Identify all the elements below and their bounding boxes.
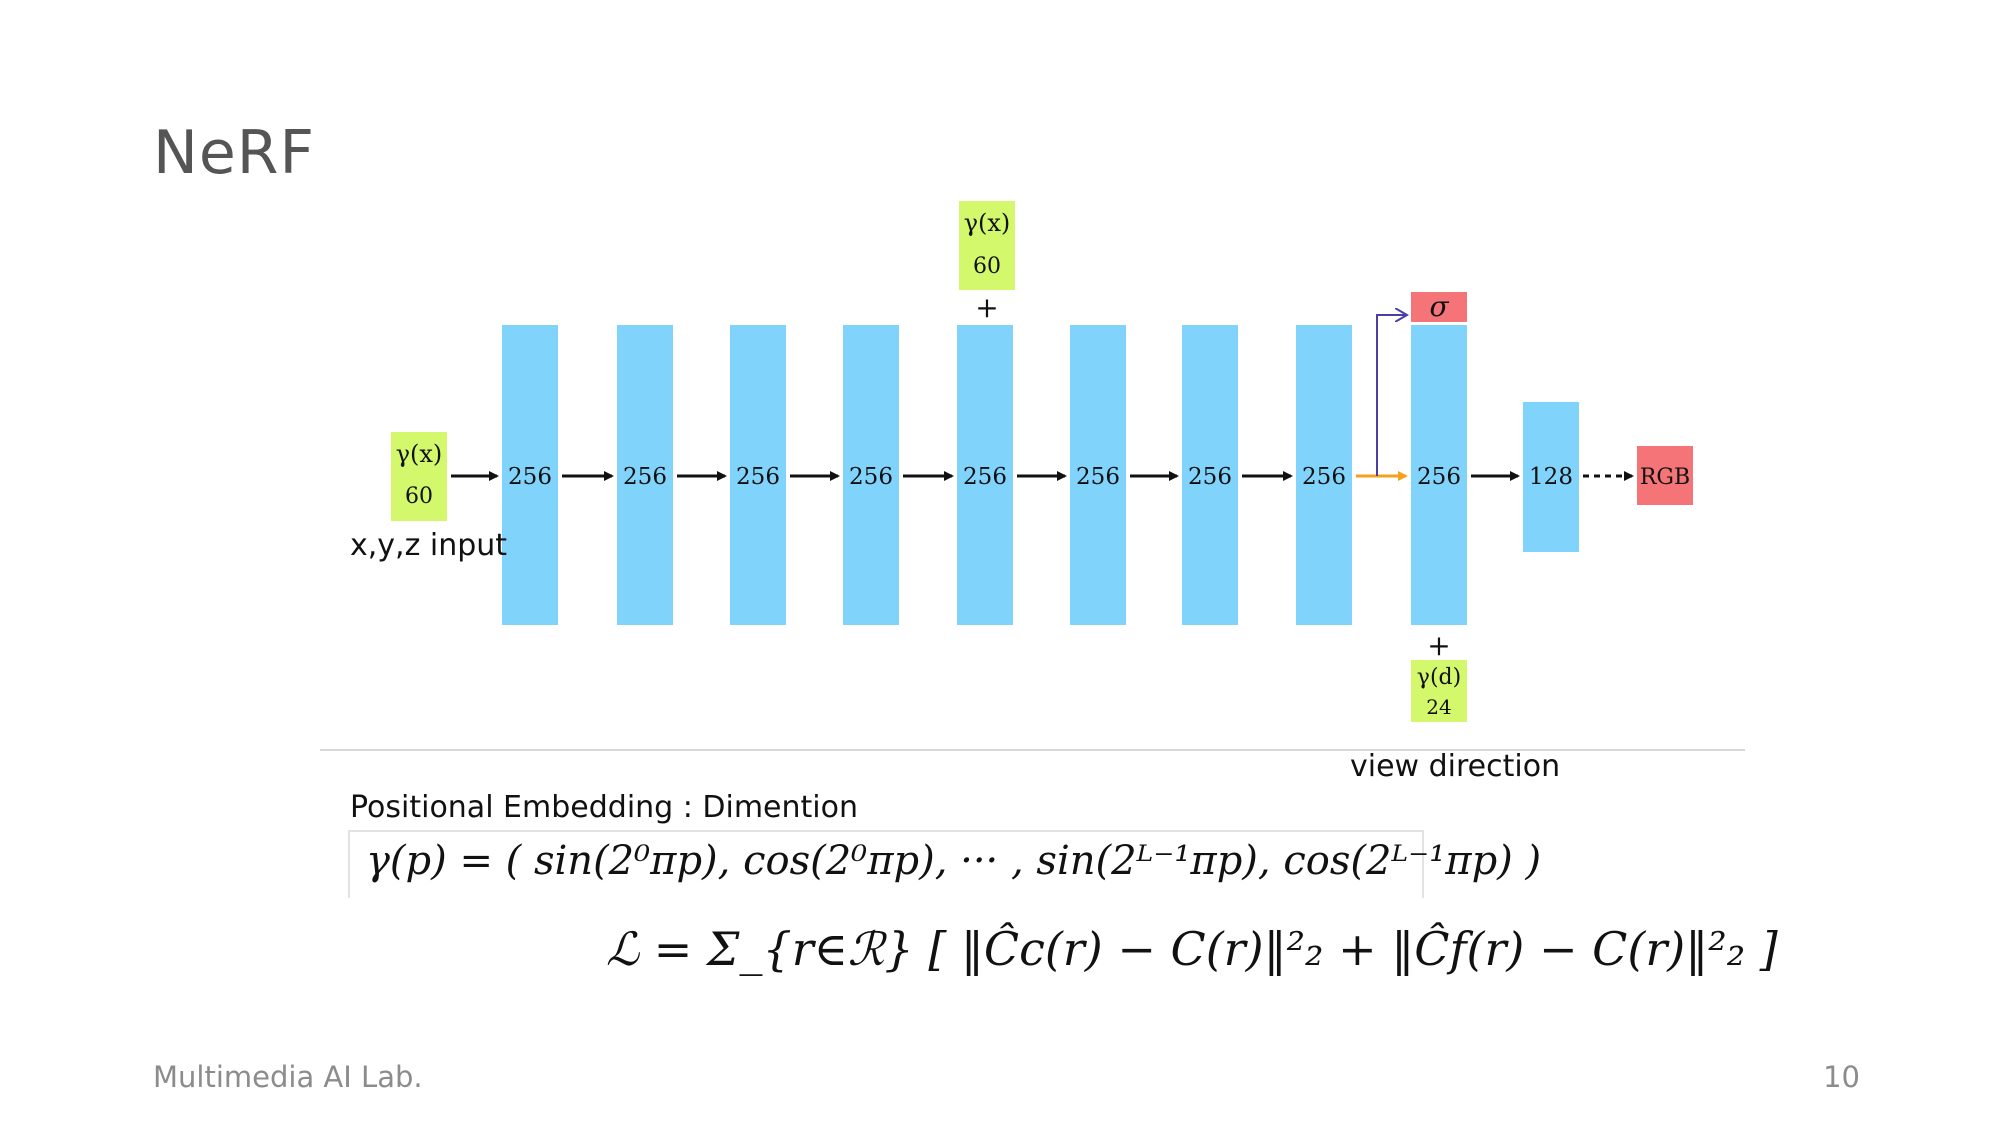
layer-8-box [1296, 325, 1352, 625]
layer-2-box [617, 325, 673, 625]
skip-input-box [959, 201, 1015, 290]
slide-title: NeRF [153, 118, 315, 188]
layer-5-box [957, 325, 1013, 625]
footer-lab-name: Multimedia AI Lab. [153, 1060, 423, 1094]
layer-4-box [843, 325, 899, 625]
sigma-output-box [1411, 292, 1467, 322]
view-input-dim: 24 [1426, 695, 1451, 719]
view-input-label: γ(d) [1417, 665, 1461, 690]
layer-3-box [730, 325, 786, 625]
input-dim: 60 [405, 484, 433, 509]
view-plus: + [1427, 629, 1450, 662]
layer-group: 256 256 256 256 256 256 256 256 256 128 [502, 325, 1579, 625]
embedding-caption: Positional Embedding : Dimention [350, 790, 858, 825]
layer-3-label: 256 [736, 464, 780, 490]
view-direction-caption: view direction [1350, 749, 1561, 784]
layer-1-label: 256 [508, 464, 552, 490]
skip-input-label: γ(x) [964, 209, 1011, 237]
view-input-box [1411, 660, 1467, 722]
embedding-formula-box [348, 830, 1424, 898]
input-label: γ(x) [396, 440, 443, 468]
skip-input-dim: 60 [973, 254, 1001, 279]
sigma-output-label: σ [1429, 290, 1449, 323]
skip-plus: + [975, 291, 998, 324]
layer-9-box [1411, 325, 1467, 625]
layer-10-label: 128 [1529, 464, 1573, 490]
embedding-formula: γ(p) = ( sin(2⁰πp), cos(2⁰πp), ··· , sin… [366, 838, 1542, 884]
layer-4-label: 256 [849, 464, 893, 490]
layer-9-label: 256 [1417, 464, 1461, 490]
divider-line [320, 749, 1745, 751]
nerf-architecture-diagram: γ(x) 60 γ(x) 60 + σ 256 256 256 256 256 256 25… [391, 201, 1693, 722]
page-number: 10 [1823, 1060, 1860, 1094]
loss-formula: ℒ = Σ_{r∈ℛ} [ ‖Ĉc(r) − C(r)‖²₂ + ‖Ĉf(r) … [606, 922, 1778, 976]
input-caption: x,y,z input [350, 528, 508, 563]
rgb-output-box [1637, 446, 1693, 505]
layer-6-box [1070, 325, 1126, 625]
density-branch-arrow [1376, 315, 1407, 476]
layer-10-box [1523, 402, 1579, 552]
layer-7-label: 256 [1188, 464, 1232, 490]
layer-2-label: 256 [623, 464, 667, 490]
layer-6-label: 256 [1076, 464, 1120, 490]
input-box [391, 432, 447, 521]
layer-5-label: 256 [963, 464, 1007, 490]
layer-7-box [1182, 325, 1238, 625]
layer-8-label: 256 [1302, 464, 1346, 490]
layer-1-box [502, 325, 558, 625]
rgb-output-label: RGB [1640, 465, 1690, 490]
